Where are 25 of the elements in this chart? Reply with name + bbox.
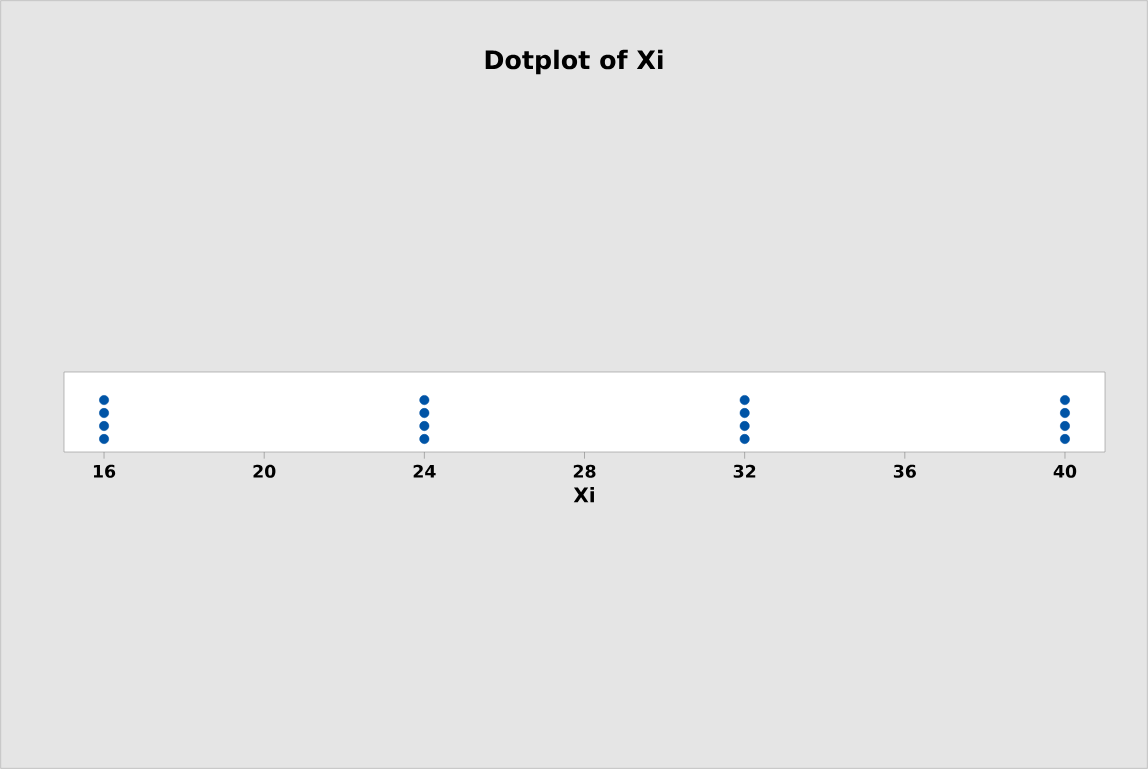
point bbox=[99, 421, 109, 431]
point bbox=[739, 408, 750, 418]
point bbox=[99, 408, 109, 418]
point bbox=[99, 434, 109, 444]
point bbox=[739, 434, 750, 444]
x-tick-label: 40 bbox=[1053, 464, 1077, 478]
point bbox=[739, 395, 750, 405]
x-tick-label: 24 bbox=[413, 464, 436, 478]
x-axis-title: Xi bbox=[573, 486, 594, 503]
point bbox=[419, 421, 430, 431]
point bbox=[1060, 421, 1070, 431]
point bbox=[739, 421, 750, 431]
point bbox=[1060, 408, 1070, 418]
point bbox=[1060, 434, 1070, 444]
point bbox=[419, 395, 430, 405]
x-tick-label: 20 bbox=[253, 464, 276, 478]
chart-title: Dotplot of Xi bbox=[485, 49, 663, 75]
point bbox=[419, 434, 430, 444]
point bbox=[419, 408, 430, 418]
x-tick-label: 28 bbox=[573, 464, 596, 478]
x-tick-label: 16 bbox=[93, 464, 116, 478]
x-tick-label: 36 bbox=[893, 464, 916, 478]
point bbox=[1060, 395, 1070, 405]
x-tick-label: 32 bbox=[733, 464, 756, 478]
point bbox=[99, 395, 109, 405]
